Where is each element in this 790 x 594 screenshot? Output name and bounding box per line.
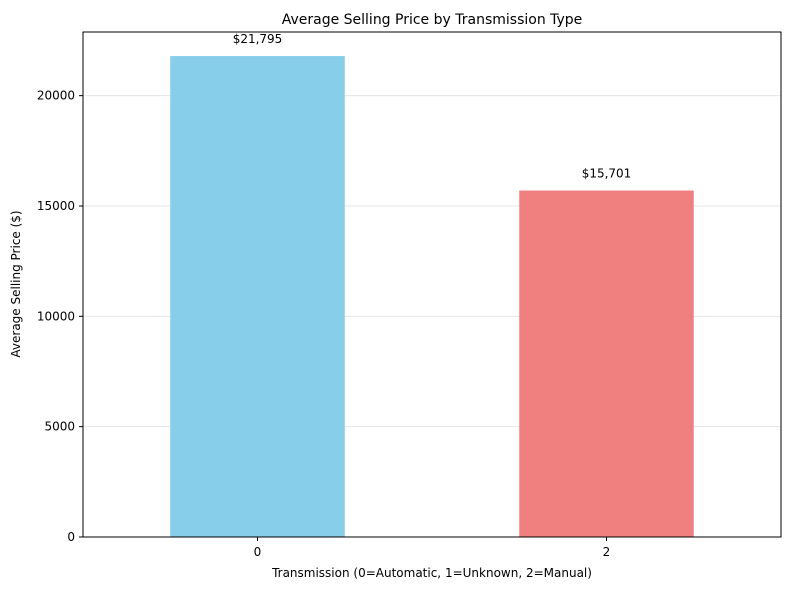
y-tick-label: 20000 xyxy=(37,89,75,103)
bars xyxy=(170,56,694,538)
y-axis: 0 5000 10000 15000 20000 xyxy=(37,89,83,544)
plot-frame xyxy=(82,31,782,538)
chart-title: Average Selling Price by Transmission Ty… xyxy=(282,12,583,28)
x-axis-label: Transmission (0=Automatic, 1=Unknown, 2=… xyxy=(271,566,592,580)
bar-2 xyxy=(519,190,694,537)
y-tick-label: 15000 xyxy=(37,199,75,213)
y-axis-label: Average Selling Price ($) xyxy=(9,210,23,357)
data-labels: $21,795 $15,701 xyxy=(233,32,632,180)
x-tick-label: 0 xyxy=(254,545,262,559)
y-tick-label: 0 xyxy=(67,530,75,544)
bar-value-label: $15,701 xyxy=(582,167,632,181)
x-tick-label: 2 xyxy=(603,545,611,559)
y-tick-label: 10000 xyxy=(37,309,75,323)
bar-value-label: $21,795 xyxy=(233,32,283,46)
y-tick-label: 5000 xyxy=(44,420,75,434)
bar-0 xyxy=(170,56,345,538)
